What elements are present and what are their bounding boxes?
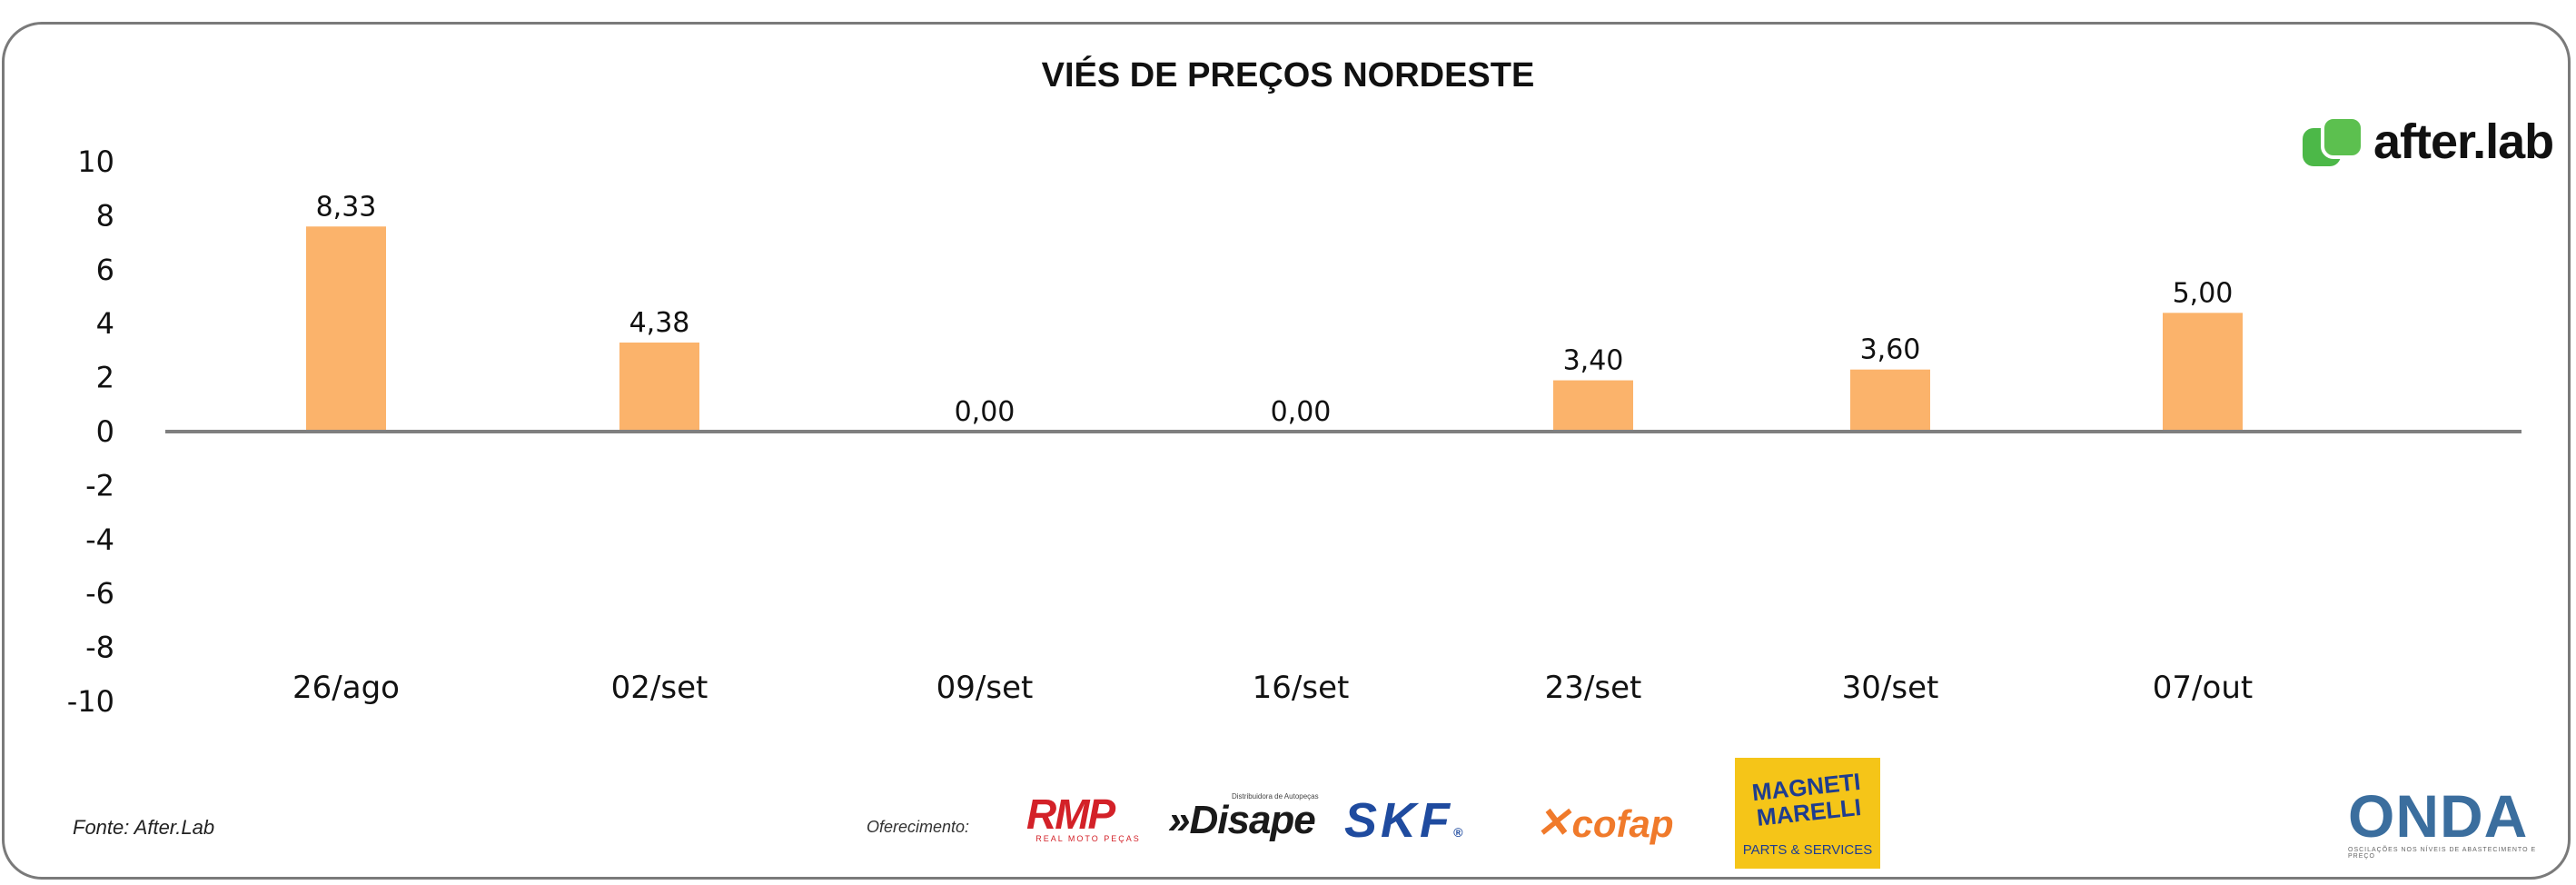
- y-tick-label: -8: [85, 631, 114, 665]
- magneti-marelli-logo-text: MAGNETI MARELLI: [1750, 767, 1863, 831]
- data-label: 5,00: [2173, 277, 2234, 309]
- y-tick-label: -2: [85, 468, 114, 502]
- magneti-marelli-logo: MAGNETI MARELLI PARTS & SERVICES: [1735, 758, 1880, 869]
- bar: [619, 342, 699, 432]
- onda-logo-text: ONDA: [2348, 782, 2529, 850]
- y-tick-label: -10: [67, 684, 114, 719]
- onda-logo-subtext: OSCILAÇÕES NOS NÍVEIS DE ABASTECIMENTO E…: [2348, 847, 2537, 860]
- data-label: 3,60: [1860, 334, 1921, 366]
- skf-logo-text: SKF: [1344, 793, 1453, 848]
- y-tick-label: 2: [96, 361, 114, 395]
- y-tick-label: -6: [85, 576, 114, 611]
- data-label: 8,33: [316, 191, 377, 223]
- chart-title: VIÉS DE PREÇOS NORDESTE: [1041, 56, 1535, 94]
- data-label: 3,40: [1563, 345, 1624, 377]
- bar: [1850, 369, 1930, 432]
- cofap-x-icon: ✕: [1535, 799, 1570, 846]
- x-tick-label: 23/set: [1545, 670, 1642, 706]
- bar: [2163, 313, 2243, 432]
- x-tick-label: 07/out: [2153, 670, 2253, 706]
- y-tick-label: 6: [96, 253, 114, 287]
- rmp-logo-subtext: REAL MOTO PEÇAS: [1035, 834, 1141, 843]
- bar: [306, 226, 386, 432]
- onda-logo: ONDA OSCILAÇÕES NOS NÍVEIS DE ABASTECIME…: [2348, 782, 2539, 860]
- disape-logo-text: »Disape: [1168, 798, 1316, 842]
- x-tick-label: 02/set: [611, 670, 708, 706]
- x-tick-label: 16/set: [1253, 670, 1350, 706]
- rmp-logo: RMP REAL MOTO PEÇAS: [1026, 791, 1150, 843]
- y-tick-label: 8: [96, 198, 114, 233]
- cofap-logo: ✕cofap: [1535, 798, 1674, 847]
- y-tick-label: 0: [96, 414, 114, 449]
- chart-frame: [2, 22, 2571, 880]
- x-tick-label: 30/set: [1842, 670, 1939, 706]
- data-label: 4,38: [629, 307, 690, 339]
- rmp-logo-text: RMP: [1026, 791, 1115, 838]
- x-tick-label: 26/ago: [292, 670, 400, 706]
- skf-logo: SKF®: [1344, 792, 1462, 849]
- after-lab-logo: after.lab: [2303, 113, 2554, 171]
- data-label: 0,00: [955, 396, 1016, 428]
- y-tick-label: 10: [77, 144, 114, 179]
- sponsor-label: Oferecimento:: [867, 818, 970, 836]
- skf-registered-mark: ®: [1453, 825, 1463, 840]
- cofap-logo-text: cofap: [1571, 802, 1674, 845]
- source-note: Fonte: After.Lab: [73, 816, 215, 839]
- x-tick-label: 09/set: [936, 670, 1034, 706]
- disape-logo: Distribuidora de Autopeças »Disape: [1168, 792, 1319, 840]
- magneti-marelli-logo-subtext: PARTS & SERVICES: [1742, 842, 1873, 858]
- brand-text: after.lab: [2373, 114, 2554, 169]
- bar: [1553, 380, 1633, 432]
- disape-logo-subtext: Distribuidora de Autopeças: [1232, 792, 1319, 800]
- y-tick-label: -4: [85, 522, 114, 557]
- data-label: 0,00: [1271, 396, 1332, 428]
- after-lab-logo-icon: [2303, 115, 2366, 168]
- y-tick-label: 4: [96, 306, 114, 341]
